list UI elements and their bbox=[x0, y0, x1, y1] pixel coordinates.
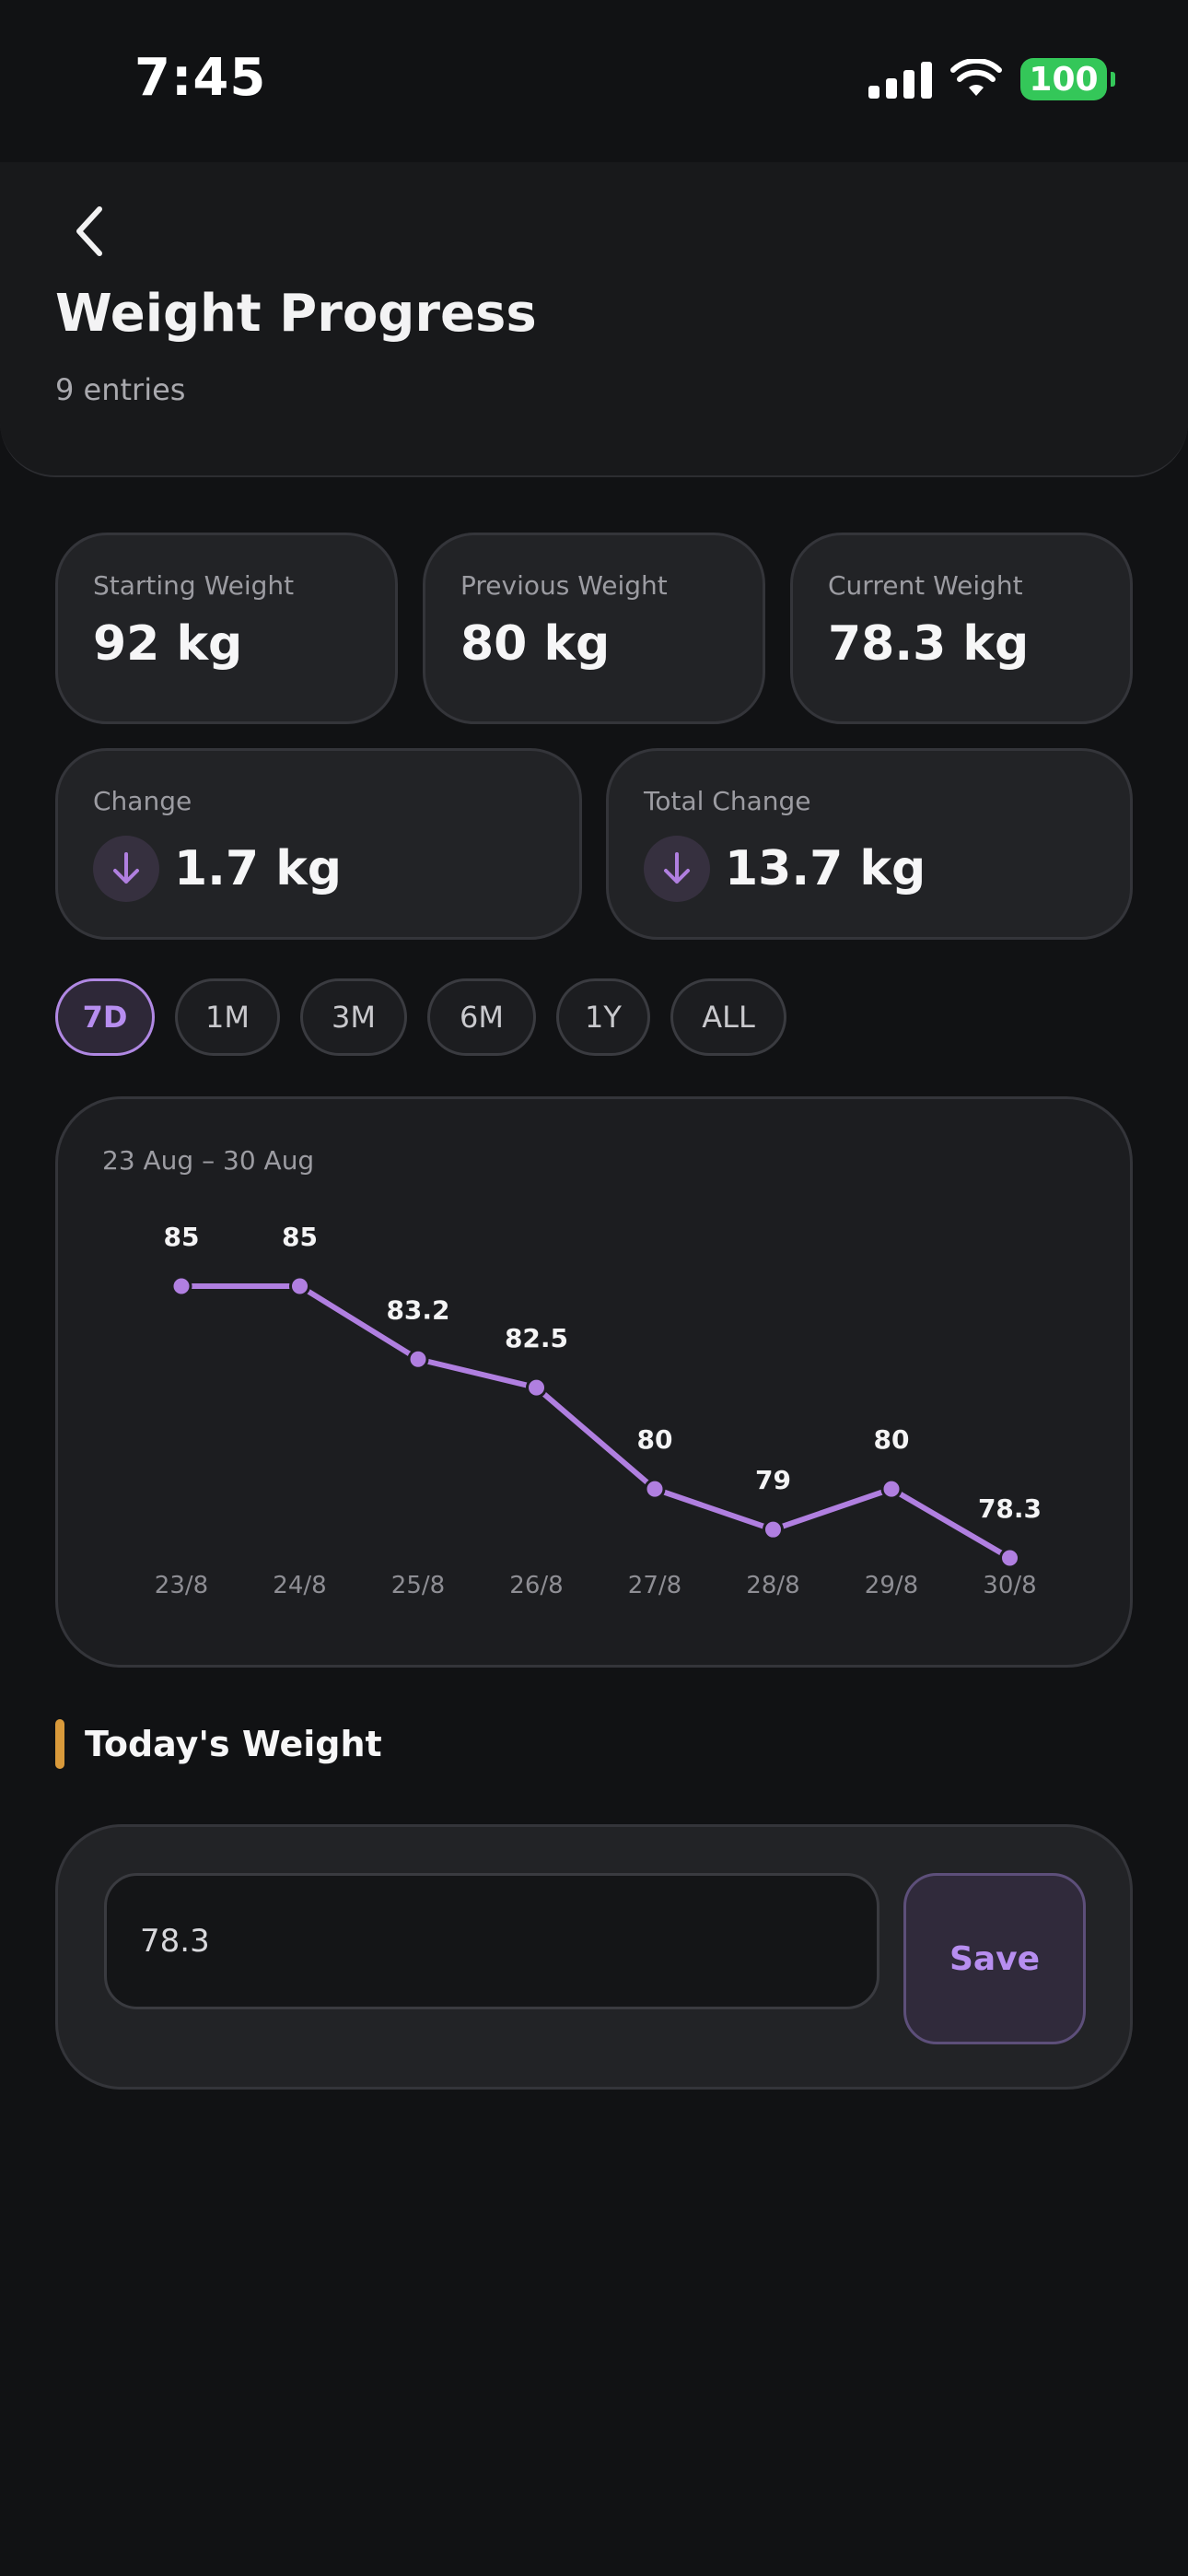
series-line bbox=[179, 1283, 1013, 1561]
current-weight-card: Current Weight 78.3 kg bbox=[790, 533, 1133, 724]
battery-level: 100 bbox=[1029, 60, 1099, 99]
arrow-down-icon bbox=[93, 836, 159, 902]
total-change-card: Total Change 13.7 kg bbox=[606, 748, 1133, 940]
stat-label: Starting Weight bbox=[93, 570, 295, 601]
data-point bbox=[999, 1547, 1020, 1569]
data-label: 80 bbox=[637, 1424, 673, 1455]
data-point bbox=[644, 1478, 666, 1500]
total-change-row: 13.7 kg bbox=[644, 836, 926, 902]
x-tick-label: 28/8 bbox=[746, 1572, 799, 1599]
status-time: 7:45 bbox=[134, 48, 267, 108]
previous-weight-card: Previous Weight 80 kg bbox=[423, 533, 765, 724]
data-label: 85 bbox=[282, 1222, 318, 1252]
wifi-icon bbox=[950, 59, 1002, 96]
data-point bbox=[763, 1518, 784, 1540]
data-label: 78.3 bbox=[978, 1493, 1042, 1524]
starting-weight-card: Starting Weight 92 kg bbox=[55, 533, 398, 724]
data-label: 82.5 bbox=[505, 1323, 568, 1353]
tab-label: ALL bbox=[702, 1000, 755, 1035]
back-button[interactable] bbox=[63, 199, 118, 263]
page-title: Weight Progress bbox=[55, 284, 537, 344]
tab-1y[interactable]: 1Y bbox=[556, 978, 650, 1056]
tab-label: 6M bbox=[460, 1000, 504, 1035]
stat-label: Previous Weight bbox=[460, 570, 668, 601]
tab-label: 1Y bbox=[585, 1000, 622, 1035]
tab-label: 3M bbox=[332, 1000, 376, 1035]
save-label: Save bbox=[949, 1939, 1041, 1978]
tab-7d[interactable]: 7D bbox=[55, 978, 155, 1056]
x-tick-label: 26/8 bbox=[509, 1572, 563, 1599]
data-point bbox=[526, 1376, 547, 1399]
range-tabs: 7D 1M 3M 6M 1Y ALL bbox=[55, 978, 786, 1056]
change-row: 1.7 kg bbox=[93, 836, 342, 902]
status-bar: 7:45 100 bbox=[0, 0, 1188, 162]
arrow-down-icon bbox=[644, 836, 710, 902]
data-label: 85 bbox=[164, 1222, 200, 1252]
data-label: 80 bbox=[874, 1424, 910, 1455]
battery-icon: 100 bbox=[1020, 58, 1115, 100]
status-icons: 100 bbox=[868, 57, 1115, 101]
section-title: Today's Weight bbox=[85, 1724, 382, 1764]
header: Weight Progress 9 entries bbox=[0, 162, 1188, 477]
tab-label: 7D bbox=[82, 1000, 128, 1035]
chevron-left-icon bbox=[76, 206, 102, 256]
stat-value: 80 kg bbox=[460, 616, 611, 672]
x-tick-label: 25/8 bbox=[391, 1572, 445, 1599]
stat-label: Change bbox=[93, 786, 192, 816]
data-label: 83.2 bbox=[386, 1294, 449, 1325]
weight-input[interactable] bbox=[104, 1873, 879, 2009]
total-change-value: 13.7 kg bbox=[725, 841, 926, 896]
tab-label: 1M bbox=[205, 1000, 250, 1035]
section-marker bbox=[55, 1719, 64, 1769]
x-tick-label: 24/8 bbox=[273, 1572, 326, 1599]
save-button[interactable]: Save bbox=[903, 1873, 1086, 2044]
data-point bbox=[880, 1478, 903, 1500]
stat-label: Current Weight bbox=[828, 570, 1023, 601]
stat-label: Total Change bbox=[644, 786, 811, 816]
x-tick-label: 30/8 bbox=[983, 1572, 1036, 1599]
chart-date-range: 23 Aug – 30 Aug bbox=[102, 1145, 315, 1176]
entries-count: 9 entries bbox=[55, 372, 186, 407]
change-card: Change 1.7 kg bbox=[55, 748, 582, 940]
weight-entry-card: Save bbox=[55, 1824, 1133, 2090]
data-point bbox=[289, 1275, 310, 1297]
x-tick-label: 29/8 bbox=[865, 1572, 918, 1599]
chart-card: 23 Aug – 30 Aug 85 23/8 85 24/8 83.2 25/8 82.5… bbox=[55, 1096, 1133, 1668]
tab-6m[interactable]: 6M bbox=[427, 978, 536, 1056]
data-point bbox=[407, 1348, 429, 1370]
data-point bbox=[170, 1275, 192, 1297]
signal-icon bbox=[868, 60, 932, 99]
stat-value: 78.3 kg bbox=[828, 616, 1030, 672]
tab-1m[interactable]: 1M bbox=[175, 978, 280, 1056]
stat-value: 92 kg bbox=[93, 616, 243, 672]
change-value: 1.7 kg bbox=[174, 841, 343, 896]
tab-3m[interactable]: 3M bbox=[300, 978, 407, 1056]
weight-line-chart: 85 23/8 85 24/8 83.2 25/8 82.5 26/8 80 27/8 79 28/8… bbox=[155, 1222, 1042, 1599]
tab-all[interactable]: ALL bbox=[670, 978, 786, 1056]
x-tick-label: 27/8 bbox=[628, 1572, 681, 1599]
data-label: 79 bbox=[755, 1465, 791, 1495]
x-tick-label: 23/8 bbox=[155, 1572, 208, 1599]
todays-weight-header: Today's Weight bbox=[55, 1719, 382, 1769]
